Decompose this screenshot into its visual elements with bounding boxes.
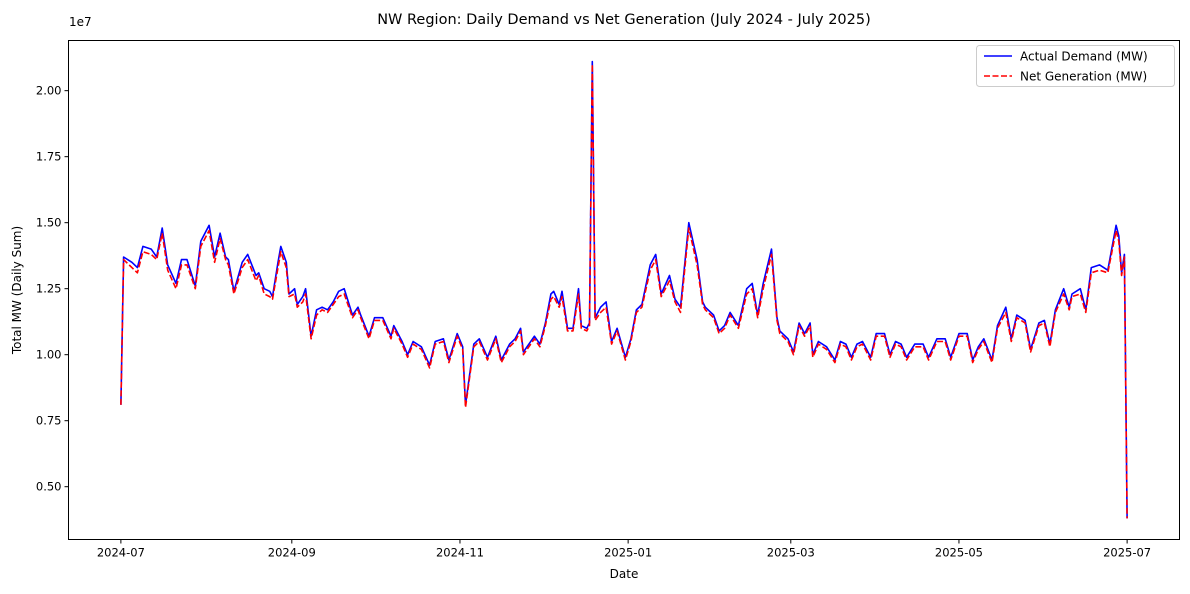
y-tick-label: 1.00 bbox=[36, 348, 62, 362]
y-tick-label: 1.25 bbox=[36, 282, 62, 296]
plot-frame bbox=[68, 40, 1180, 540]
x-axis-label: Date bbox=[610, 567, 639, 581]
y-tick-label: 1.75 bbox=[36, 150, 62, 164]
y-tick-label: 0.50 bbox=[36, 480, 62, 494]
y-tick-label: 0.75 bbox=[36, 414, 62, 428]
y-tick-label: 2.00 bbox=[36, 84, 62, 98]
x-tick-label: 2025-03 bbox=[767, 546, 815, 560]
x-tick-label: 2024-07 bbox=[97, 546, 145, 560]
x-tick-label: 2025-01 bbox=[604, 546, 652, 560]
y-tick-label: 1.50 bbox=[36, 216, 62, 230]
legend-label-demand: Actual Demand (MW) bbox=[1020, 50, 1148, 64]
x-tick-label: 2024-11 bbox=[436, 546, 484, 560]
y-offset-label: 1e7 bbox=[69, 15, 92, 29]
x-tick-label: 2025-05 bbox=[935, 546, 983, 560]
series-line-net-generation bbox=[120, 63, 1128, 519]
y-axis-label: Total MW (Daily Sum) bbox=[10, 226, 24, 355]
x-tick-label: 2025-07 bbox=[1103, 546, 1151, 560]
legend: Actual Demand (MW) Net Generation (MW) bbox=[976, 45, 1175, 87]
series-line-actual-demand bbox=[120, 60, 1128, 519]
chart-title: NW Region: Daily Demand vs Net Generatio… bbox=[377, 12, 871, 28]
x-tick-label: 2024-09 bbox=[268, 546, 316, 560]
legend-label-net-generation: Net Generation (MW) bbox=[1020, 70, 1147, 84]
